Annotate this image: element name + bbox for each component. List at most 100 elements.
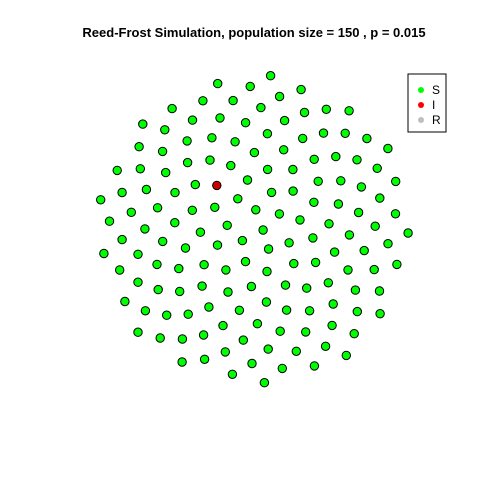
point-105 <box>352 306 362 317</box>
point-64 <box>152 259 162 270</box>
point-93 <box>126 207 137 218</box>
point-60 <box>336 176 346 186</box>
point-125 <box>245 81 255 92</box>
legend-marker-s <box>418 87 424 93</box>
point-10 <box>266 187 277 198</box>
point-89 <box>370 221 380 231</box>
point-35 <box>197 281 207 291</box>
point-134 <box>309 361 320 371</box>
point-48 <box>204 302 214 312</box>
point-37 <box>302 283 312 293</box>
point-12 <box>210 202 220 213</box>
point-13 <box>295 215 305 225</box>
point-123 <box>390 209 401 219</box>
point-112 <box>274 91 285 102</box>
point-71 <box>328 299 338 309</box>
point-143 <box>138 119 148 129</box>
legend-marker-i <box>418 102 424 108</box>
point-6 <box>240 256 251 267</box>
point-42 <box>329 247 340 257</box>
point-140 <box>99 248 109 259</box>
point-56 <box>175 286 185 297</box>
point-68 <box>353 207 364 218</box>
point-141 <box>344 106 354 116</box>
point-146 <box>265 71 276 81</box>
point-32 <box>261 297 272 307</box>
point-4 <box>222 220 232 231</box>
legend-marker-r <box>418 117 424 123</box>
point-54 <box>182 157 193 168</box>
point-46 <box>170 187 180 198</box>
point-94 <box>352 155 362 165</box>
point-118 <box>374 286 385 296</box>
point-39 <box>313 176 323 187</box>
point-34 <box>324 219 334 229</box>
point-15 <box>242 175 253 185</box>
point-90 <box>162 310 172 320</box>
point-65 <box>298 133 308 144</box>
point-97 <box>369 264 379 275</box>
point-95 <box>220 347 231 357</box>
point-117 <box>198 96 208 106</box>
point-119 <box>115 265 125 275</box>
point-63 <box>343 265 353 275</box>
point-47 <box>333 199 344 209</box>
point-9 <box>212 240 223 250</box>
point-86 <box>318 128 329 138</box>
point-107 <box>340 128 350 139</box>
point-83 <box>215 113 225 123</box>
point-135 <box>112 165 122 176</box>
point-45 <box>281 305 292 315</box>
legend-label-i: I <box>432 98 435 112</box>
point-69 <box>183 309 193 319</box>
point-88 <box>157 146 168 157</box>
point-133 <box>296 84 306 95</box>
point-126 <box>349 329 359 339</box>
point-22 <box>199 260 209 270</box>
point-136 <box>391 176 401 187</box>
point-132 <box>120 296 130 307</box>
point-3 <box>263 244 274 254</box>
point-62 <box>207 133 217 143</box>
point-131 <box>392 259 402 270</box>
point-29 <box>310 257 321 268</box>
point-26 <box>309 197 319 208</box>
point-87 <box>263 344 273 354</box>
point-114 <box>117 187 127 198</box>
point-148 <box>96 195 106 205</box>
point-121 <box>277 363 287 374</box>
point-108 <box>247 358 257 369</box>
point-92 <box>327 320 337 331</box>
point-33 <box>190 179 201 190</box>
point-113 <box>320 341 331 351</box>
point-98 <box>133 277 143 287</box>
point-144 <box>403 228 413 238</box>
point-96 <box>187 115 198 125</box>
point-128 <box>362 133 372 144</box>
point-57 <box>262 129 273 139</box>
point-81 <box>356 182 367 192</box>
point-102 <box>375 193 385 203</box>
point-24 <box>280 280 291 290</box>
point-72 <box>140 224 150 234</box>
point-106 <box>117 234 127 245</box>
point-110 <box>383 239 393 249</box>
population-points <box>96 71 413 388</box>
point-49 <box>230 137 240 147</box>
point-44 <box>279 145 289 155</box>
point-25 <box>187 205 198 216</box>
point-78 <box>279 115 290 126</box>
legend-label-r: R <box>432 113 441 127</box>
point-142 <box>259 378 270 388</box>
legend-box <box>407 73 447 133</box>
point-149 <box>383 143 393 154</box>
point-116 <box>199 354 210 364</box>
point-51 <box>158 236 168 247</box>
point-8 <box>284 238 294 248</box>
point-76 <box>359 245 369 256</box>
point-120 <box>321 104 331 115</box>
point-130 <box>167 103 177 114</box>
point-50 <box>323 278 333 288</box>
point-100 <box>291 346 301 356</box>
